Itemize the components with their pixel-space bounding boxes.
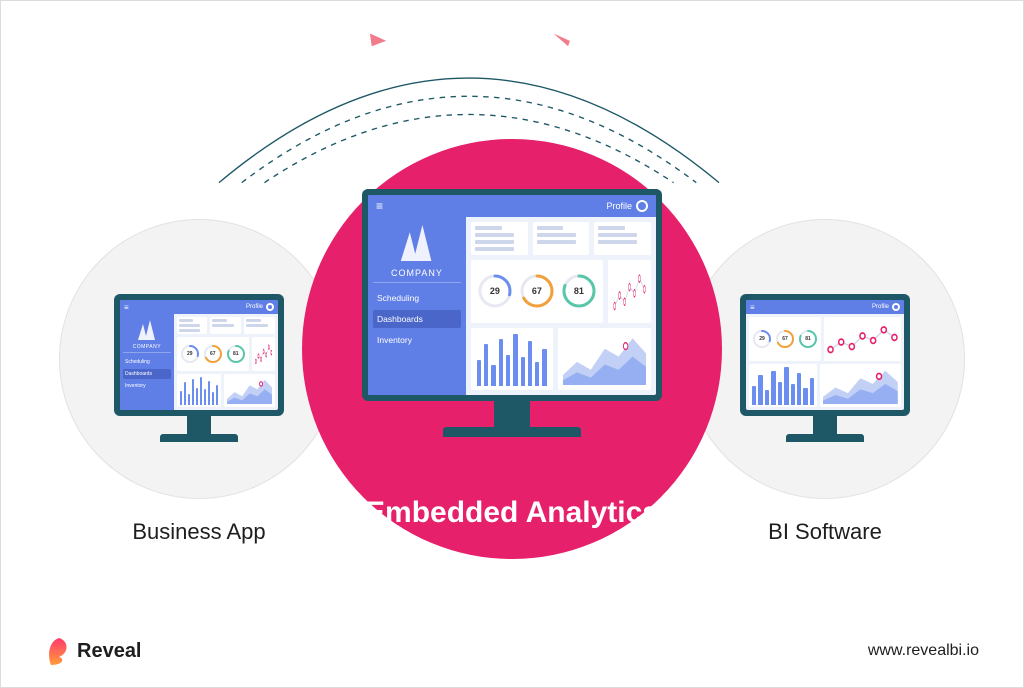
footer: Reveal www.revealbi.io	[19, 635, 1005, 667]
business-app-monitor: ≡ Profile COMPANY Scheduling Dashboards …	[114, 294, 284, 442]
gauges-panel: 29 67 81	[177, 337, 249, 371]
embedded-analytics-label: Embedded Analytics	[362, 494, 662, 532]
profile-label: Profile	[246, 304, 263, 310]
gauge: 29	[180, 344, 200, 364]
bar-chart	[471, 328, 553, 391]
company-logo-icon	[123, 318, 171, 340]
gauges-panel: 29 67 81	[471, 260, 603, 323]
sidebar-item-inventory: Inventory	[123, 381, 171, 391]
gauge: 67	[203, 344, 223, 364]
bi-software-label: BI Software	[705, 519, 945, 545]
sidebar-item-dashboards: Dashboards	[123, 369, 171, 379]
gauge: 67	[775, 329, 795, 349]
gauge: 81	[798, 329, 818, 349]
dashboard-content: 29 67 81	[466, 217, 656, 395]
line-chart	[824, 317, 901, 361]
business-app-label: Business App	[79, 519, 319, 545]
line-chart	[608, 260, 651, 323]
hamburger-icon: ≡	[124, 303, 129, 312]
company-name: COMPANY	[123, 344, 171, 353]
bar-chart	[749, 364, 817, 407]
sidebar-item-scheduling: Scheduling	[373, 289, 461, 307]
hamburger-icon: ≡	[750, 303, 755, 312]
company-logo-icon	[373, 223, 461, 261]
gauge: 67	[519, 273, 555, 309]
area-chart	[820, 364, 901, 407]
gauges-panel: 29 67 81	[749, 317, 821, 361]
area-chart	[224, 374, 275, 408]
sidebar: COMPANY Scheduling Dashboards Inventory	[368, 217, 466, 395]
bi-dashboard-content: 29 67 81	[746, 314, 904, 410]
profile-label: Profile	[872, 304, 889, 310]
line-chart	[252, 337, 275, 371]
gauge: 81	[226, 344, 246, 364]
gauge: 29	[752, 329, 772, 349]
arrow-right-icon	[554, 34, 570, 47]
gauge: 81	[561, 273, 597, 309]
avatar-icon	[266, 303, 274, 311]
embedded-analytics-monitor: ≡ Profile COMPANY Scheduling Dashboards …	[362, 189, 662, 437]
brand: Reveal	[45, 635, 142, 667]
arrow-left-icon	[370, 34, 386, 47]
brand-name: Reveal	[77, 640, 142, 663]
footer-url: www.revealbi.io	[868, 642, 979, 660]
dashboard-content: 29 67 81	[174, 314, 278, 410]
avatar-icon	[636, 200, 648, 212]
area-chart	[558, 328, 652, 391]
bar-chart	[177, 374, 221, 408]
avatar-icon	[892, 303, 900, 311]
sidebar-item-scheduling: Scheduling	[123, 357, 171, 367]
hamburger-icon: ≡	[376, 199, 383, 213]
sidebar-item-dashboards: Dashboards	[373, 310, 461, 328]
reveal-logo-icon	[45, 635, 71, 667]
sidebar-item-inventory: Inventory	[373, 331, 461, 349]
profile-label: Profile	[606, 201, 632, 211]
sidebar: COMPANY Scheduling Dashboards Inventory	[120, 314, 174, 410]
bi-software-monitor: ≡ Profile 29 67 81	[740, 294, 910, 442]
company-name: COMPANY	[373, 268, 461, 283]
gauge: 29	[477, 273, 513, 309]
